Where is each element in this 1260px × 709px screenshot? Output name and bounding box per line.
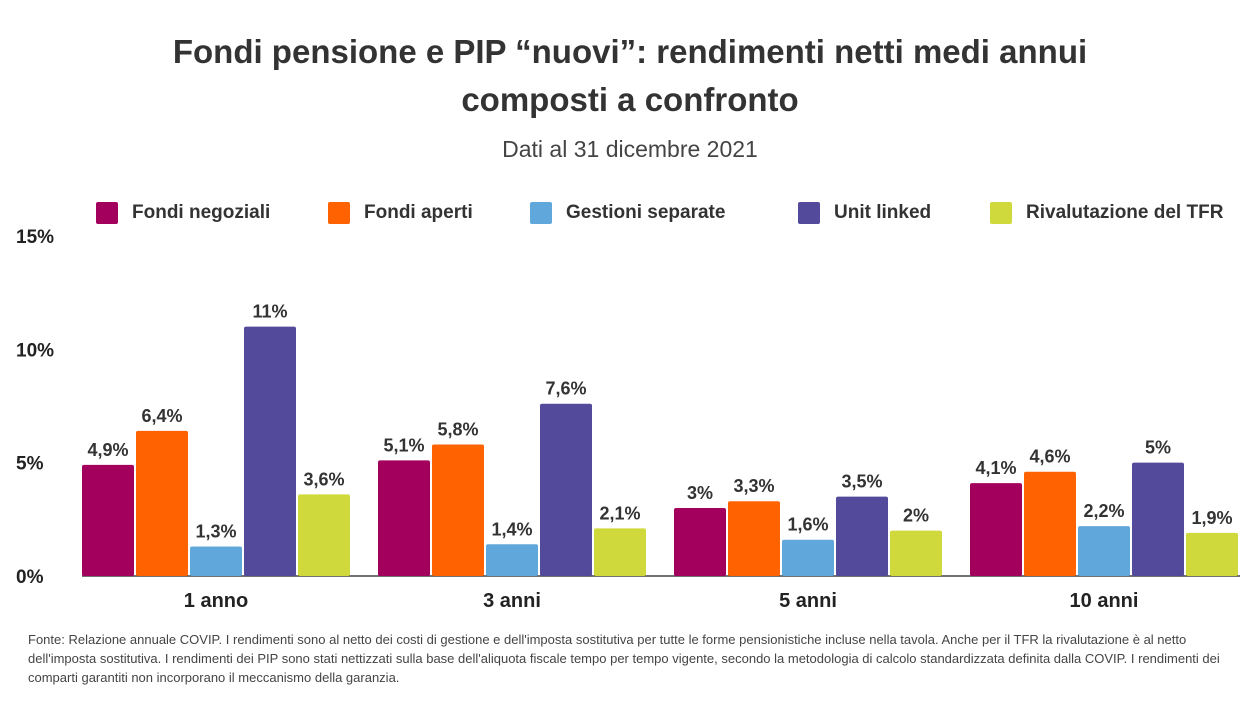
legend-label-fondi-aperti: Fondi aperti [364,202,473,223]
x-tick-label-1-anno: 1 anno [184,590,248,612]
data-label-fondi-negoziali-3-anni: 5,1% [383,435,424,455]
legend-swatch-rivalutazione-tfr [990,202,1012,224]
data-label-gestioni-separate-1-anno: 1,3% [195,522,236,542]
bar-gestioni-separate-5-anni [782,539,834,576]
bar-unit-linked-1-anno [244,326,296,576]
data-label-rivalutazione-del-tfr-10-anni: 1,9% [1191,508,1232,528]
legend-item-unit-linked: Unit linked [798,200,931,226]
legend-item-rivalutazione-tfr: Rivalutazione del TFR [990,200,1223,226]
bar-fondi-aperti-10-anni [1024,471,1076,576]
data-label-unit-linked-1-anno: 11% [252,302,287,322]
bar-rivalutazione-del-tfr-10-anni [1186,532,1238,576]
chart-title-line-1: Fondi pensione e PIP “nuovi”: rendimenti… [172,33,1088,70]
legend-label-fondi-negoziali: Fondi negoziali [132,202,271,223]
legend-label-gestioni-separate: Gestioni separate [566,202,726,223]
data-label-unit-linked-5-anni: 3,5% [841,472,882,492]
bar-unit-linked-5-anni [836,496,888,576]
legend-swatch-gestioni-separate [530,202,552,224]
data-label-rivalutazione-del-tfr-5-anni: 2% [903,506,929,526]
data-label-unit-linked-10-anni: 5% [1145,438,1171,458]
bar-fondi-aperti-5-anni [728,501,780,576]
data-label-fondi-negoziali-1-anno: 4,9% [87,440,128,460]
y-tick-label-0: 0% [16,567,44,588]
data-label-gestioni-separate-3-anni: 1,4% [491,519,532,539]
chart-title-line-2: composti a confronto [461,81,799,118]
data-label-fondi-aperti-3-anni: 5,8% [437,420,478,440]
bar-gestioni-separate-10-anni [1078,526,1130,576]
data-label-fondi-aperti-5-anni: 3,3% [733,476,774,496]
data-label-gestioni-separate-5-anni: 1,6% [787,515,828,535]
chart-title: Fondi pensione e PIP “nuovi”: rendimenti… [0,28,1260,124]
legend-item-fondi-negoziali: Fondi negoziali [96,200,270,226]
legend-swatch-fondi-aperti [328,202,350,224]
y-tick-label-10: 10% [16,340,54,361]
bar-rivalutazione-del-tfr-1-anno [298,494,350,576]
data-label-fondi-negoziali-5-anni: 3% [687,483,713,503]
bar-fondi-negoziali-3-anni [378,460,430,576]
data-label-rivalutazione-del-tfr-1-anno: 3,6% [303,469,344,489]
data-label-fondi-negoziali-10-anni: 4,1% [975,458,1016,478]
source-footnote: Fonte: Relazione annuale COVIP. I rendim… [28,632,1220,685]
y-tick-label-15: 15% [16,227,54,248]
legend-swatch-fondi-negoziali [96,202,118,224]
x-tick-label-3-anni: 3 anni [483,590,541,612]
bar-gestioni-separate-3-anni [486,544,538,576]
x-tick-label-10-anni: 10 anni [1070,590,1139,612]
y-tick-label-5: 5% [16,454,44,475]
bar-fondi-negoziali-1-anno [82,464,134,576]
bar-unit-linked-3-anni [540,403,592,576]
data-label-fondi-aperti-10-anni: 4,6% [1029,447,1070,467]
legend-item-fondi-aperti: Fondi aperti [328,200,473,226]
bar-fondi-aperti-3-anni [432,444,484,576]
chart-subtitle: Dati al 31 dicembre 2021 [502,136,758,162]
bar-fondi-negoziali-10-anni [970,483,1022,576]
bar-gestioni-separate-1-anno [190,546,242,576]
data-label-gestioni-separate-10-anni: 2,2% [1083,501,1124,521]
data-label-rivalutazione-del-tfr-3-anni: 2,1% [599,503,640,523]
bar-fondi-negoziali-5-anni [674,508,726,576]
data-label-fondi-aperti-1-anno: 6,4% [141,406,182,426]
legend-label-rivalutazione-tfr: Rivalutazione del TFR [1026,202,1224,223]
data-label-unit-linked-3-anni: 7,6% [545,379,586,399]
bar-fondi-aperti-1-anno [136,430,188,576]
bar-chart: 0% 5% 10% 15% 4,9% 6,4% 1,3% 11% 3,6% 1 anno 5,1% 5… [16,227,1240,612]
bar-unit-linked-10-anni [1132,462,1184,576]
bar-rivalutazione-del-tfr-5-anni [890,530,942,576]
x-tick-label-5-anni: 5 anni [779,590,837,612]
legend-swatch-unit-linked [798,202,820,224]
bar-rivalutazione-del-tfr-3-anni [594,528,646,576]
legend-item-gestioni-separate: Gestioni separate [530,200,725,226]
legend-label-unit-linked: Unit linked [834,202,932,223]
